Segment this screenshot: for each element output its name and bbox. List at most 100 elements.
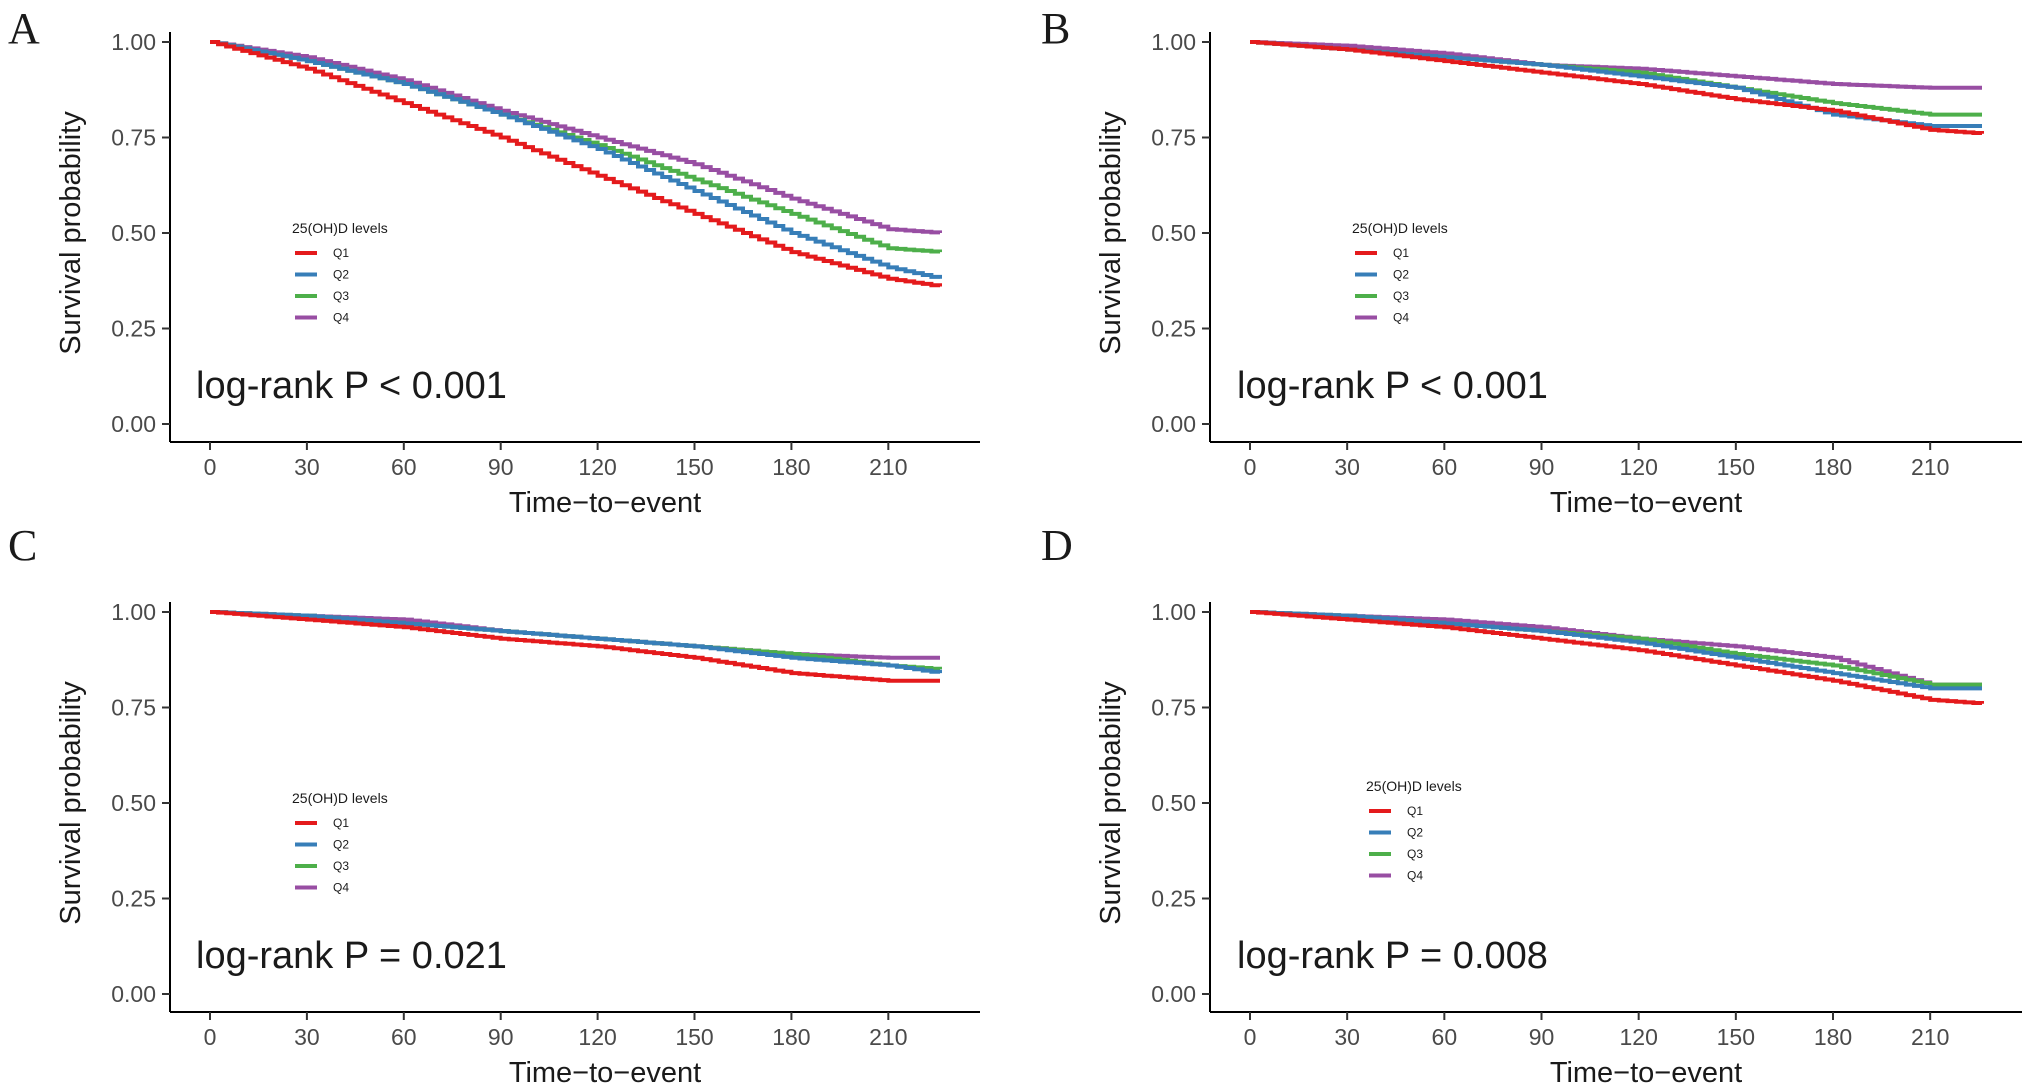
- legend-title: 25(OH)D levels: [292, 790, 388, 806]
- x-tick-label: 150: [675, 1024, 713, 1050]
- logrank-annotation: log-rank P = 0.021: [196, 935, 507, 977]
- x-tick-label: 210: [1911, 454, 1949, 480]
- x-tick-label: 150: [1717, 454, 1755, 480]
- y-tick-label: 0.75: [1151, 695, 1196, 721]
- x-tick-label: 180: [1814, 1024, 1852, 1050]
- x-tick-label: 210: [869, 454, 907, 480]
- legend: 25(OH)D levels Q1 Q2 Q3 Q4: [292, 790, 388, 895]
- panel-letter: A: [8, 4, 40, 53]
- legend-label-q2: Q2: [333, 268, 349, 282]
- panel-d: D 0.00 0.25 0.50 0.75 1.00 0 30 60 90 120 150 180 210…: [1041, 521, 2022, 1089]
- x-tick-label: 120: [1619, 454, 1657, 480]
- panel-letter: C: [8, 521, 37, 570]
- logrank-annotation: log-rank P < 0.001: [1237, 365, 1548, 407]
- x-tick-label: 210: [869, 1024, 907, 1050]
- y-axis-title: Survival probability: [1095, 111, 1127, 355]
- x-tick-label: 60: [1432, 454, 1458, 480]
- x-tick-label: 0: [204, 1024, 217, 1050]
- y-tick-label: 0.50: [111, 220, 156, 246]
- y-axis-title: Survival probability: [55, 111, 87, 355]
- panel-c: C 0.00 0.25 0.50 0.75 1.00 0 30 60 90 120 150 180 210…: [8, 521, 980, 1089]
- x-tick-label: 150: [675, 454, 713, 480]
- x-tick-label: 120: [578, 1024, 616, 1050]
- logrank-annotation: log-rank P = 0.008: [1237, 935, 1548, 977]
- survival-curve-q1: [1250, 610, 1984, 705]
- x-tick-label: 30: [294, 1024, 320, 1050]
- y-tick-label: 0.00: [1151, 411, 1196, 437]
- legend-label-q3: Q3: [333, 859, 349, 873]
- x-tick-label: 30: [1334, 454, 1360, 480]
- legend: 25(OH)D levels Q1 Q2 Q3 Q4: [1352, 220, 1448, 325]
- legend-label-q2: Q2: [333, 838, 349, 852]
- legend-title: 25(OH)D levels: [292, 220, 388, 236]
- y-tick-label: 1.00: [1151, 599, 1196, 625]
- y-tick-label: 0.50: [111, 790, 156, 816]
- y-tick-label: 0.75: [1151, 125, 1196, 151]
- y-tick-label: 1.00: [1151, 29, 1196, 55]
- y-tick-label: 0.25: [1151, 316, 1196, 342]
- survival-curve-q2: [1250, 610, 1982, 691]
- y-tick-label: 1.00: [111, 599, 156, 625]
- x-tick-label: 90: [1529, 454, 1555, 480]
- legend-label-q4: Q4: [333, 881, 349, 895]
- x-tick-label: 60: [1432, 1024, 1458, 1050]
- survival-curve-q1: [210, 40, 942, 288]
- x-tick-label: 150: [1717, 1024, 1755, 1050]
- x-tick-label: 180: [772, 1024, 810, 1050]
- survival-curve-q4: [1250, 40, 1982, 90]
- legend-label-q1: Q1: [333, 816, 349, 830]
- x-tick-label: 60: [391, 454, 417, 480]
- x-tick-label: 30: [1334, 1024, 1360, 1050]
- y-tick-label: 0.25: [111, 886, 156, 912]
- legend-label-q4: Q4: [333, 311, 349, 325]
- legend: 25(OH)D levels Q1 Q2 Q3 Q4: [292, 220, 388, 325]
- y-tick-label: 0.50: [1151, 790, 1196, 816]
- x-tick-label: 60: [391, 1024, 417, 1050]
- legend-label-q4: Q4: [1407, 869, 1423, 883]
- x-tick-label: 180: [772, 454, 810, 480]
- x-axis-title: Time−to−event: [509, 487, 701, 519]
- survival-curve-q2: [210, 40, 942, 279]
- y-tick-label: 0.25: [1151, 886, 1196, 912]
- y-tick-label: 0.25: [111, 316, 156, 342]
- y-tick-label: 0.00: [111, 981, 156, 1007]
- x-axis-title: Time−to−event: [1550, 1057, 1742, 1089]
- y-tick-label: 0.00: [1151, 981, 1196, 1007]
- y-tick-label: 0.75: [111, 125, 156, 151]
- x-tick-label: 30: [294, 454, 320, 480]
- panel-letter: D: [1041, 521, 1073, 570]
- x-tick-label: 210: [1911, 1024, 1949, 1050]
- legend: 25(OH)D levels Q1 Q2 Q3 Q4: [1366, 778, 1462, 883]
- legend-title: 25(OH)D levels: [1352, 220, 1448, 236]
- legend-label-q3: Q3: [1407, 847, 1423, 861]
- legend-label-q1: Q1: [1407, 804, 1423, 818]
- logrank-annotation: log-rank P < 0.001: [196, 365, 507, 407]
- x-tick-label: 0: [204, 454, 217, 480]
- y-tick-label: 0.00: [111, 411, 156, 437]
- legend-label-q4: Q4: [1393, 311, 1409, 325]
- x-tick-label: 120: [1619, 1024, 1657, 1050]
- x-axis-title: Time−to−event: [1550, 487, 1742, 519]
- legend-label-q2: Q2: [1393, 268, 1409, 282]
- x-tick-label: 0: [1244, 1024, 1257, 1050]
- y-axis-title: Survival probability: [55, 681, 87, 925]
- x-tick-label: 90: [488, 454, 514, 480]
- y-tick-label: 1.00: [111, 29, 156, 55]
- x-tick-label: 0: [1244, 454, 1257, 480]
- legend-title: 25(OH)D levels: [1366, 778, 1462, 794]
- panel-letter: B: [1041, 4, 1070, 53]
- y-tick-label: 0.50: [1151, 220, 1196, 246]
- survival-curve-q1: [1250, 40, 1984, 135]
- x-axis-title: Time−to−event: [509, 1057, 701, 1089]
- y-tick-label: 0.75: [111, 695, 156, 721]
- x-tick-label: 120: [578, 454, 616, 480]
- legend-label-q1: Q1: [1393, 246, 1409, 260]
- panel-a: A 0.00 0.25 0.50 0.75 1.00 0 30 60 90 120 150 180 210…: [8, 4, 980, 519]
- x-tick-label: 90: [1529, 1024, 1555, 1050]
- x-tick-label: 90: [488, 1024, 514, 1050]
- x-tick-label: 180: [1814, 454, 1852, 480]
- y-axis-title: Survival probability: [1095, 681, 1127, 925]
- survival-curve-q2: [210, 610, 942, 674]
- panel-b: B 0.00 0.25 0.50 0.75 1.00 0 30 60 90 120 150 180 210…: [1041, 4, 2022, 519]
